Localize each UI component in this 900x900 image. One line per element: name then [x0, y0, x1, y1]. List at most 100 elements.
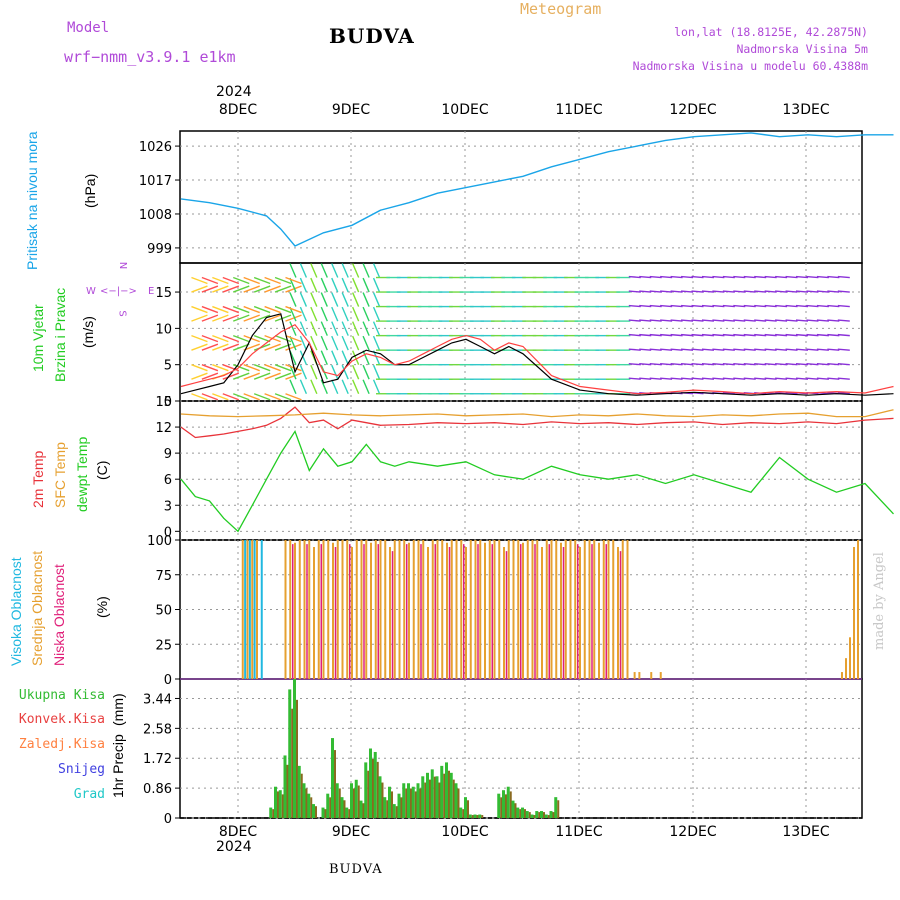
wind-arrow-8-154 — [253, 276, 271, 285]
wind-arrow-2-1078 — [680, 362, 694, 366]
precip-bar-4 — [288, 689, 292, 818]
wind-arrow-3-1276 — [775, 348, 788, 351]
wind-arrow-7-176 — [264, 285, 281, 293]
wind-ytick-1: 5 — [164, 359, 172, 374]
wind-arrow-4-198 — [274, 334, 292, 343]
precip-ytick-3: 2.58 — [143, 722, 172, 737]
wind-arrow-7-1232 — [754, 290, 767, 293]
wind-arrow-4-1078 — [680, 333, 694, 337]
wind-arrow-3-330 — [331, 335, 339, 351]
precip-bar-51 — [525, 811, 529, 818]
wind-arrow-0-286 — [310, 379, 318, 395]
wind-arrow-8-176 — [264, 276, 281, 285]
wind-arrow-6-1012 — [649, 304, 662, 308]
wind-arrow-8-990 — [639, 275, 652, 279]
precip-conv-bar-57 — [557, 800, 560, 818]
wind-arrow-2-418 — [372, 350, 381, 365]
wind-arrow-1-1034 — [660, 377, 673, 380]
wind-arrow-6-286 — [310, 292, 318, 307]
precip-conv-bar-47 — [509, 791, 512, 818]
wind-arrow-1-1188 — [733, 377, 746, 380]
wind-arrow-3-1408 — [837, 348, 850, 351]
wind-arrow-2-1034 — [660, 362, 673, 366]
wind-arrow-6-1078 — [680, 304, 694, 308]
precip-bar-31 — [421, 776, 425, 818]
wind-arrow-2-396 — [362, 350, 370, 365]
wind-arrow-5-1364 — [816, 319, 829, 322]
wind-arrow-8-330 — [331, 263, 339, 278]
wind-arrow-2-1188 — [733, 362, 746, 366]
cloud-ytick-3: 75 — [155, 569, 172, 584]
wind-arrow-0-22 — [191, 393, 208, 401]
wind-arrow-3-22 — [191, 343, 208, 351]
precip-conv-bar-51 — [528, 812, 531, 818]
wind-arrow-3-990 — [639, 348, 652, 351]
wind-arrow-1-1012 — [649, 377, 662, 380]
precip-bar-17 — [354, 779, 358, 818]
x-tick-top-1: 9DEC — [332, 102, 371, 118]
precip-bar-13 — [335, 783, 339, 818]
wind-arrow-6-1100 — [691, 304, 704, 308]
wind-arrow-8-418 — [372, 263, 381, 278]
x-tick-bottom-5: 13DEC — [782, 824, 829, 840]
wind-arrow-7-1034 — [660, 290, 673, 293]
x-tick-bottom-4: 12DEC — [669, 824, 716, 840]
precip-bar-0 — [269, 807, 273, 818]
wind-arrow-6-1056 — [670, 304, 683, 308]
wind-arrow-7-352 — [341, 277, 349, 293]
wind-arrow-6-374 — [352, 292, 360, 307]
wind-arrow-1-330 — [331, 364, 339, 380]
wind-arrow-7-286 — [310, 277, 318, 293]
wind-arrow-8-88 — [222, 276, 240, 285]
wind-ytick-2: 10 — [155, 322, 172, 337]
wind-arrow-4-330 — [331, 321, 339, 336]
wind-arrow-8-44 — [201, 276, 219, 285]
precip-bar-8 — [307, 793, 311, 818]
wind-arrow-2-154 — [253, 364, 271, 372]
wind-arrow-1-44 — [201, 372, 219, 380]
precip-ytick-0: 0 — [164, 812, 172, 827]
wind-arrow-6-418 — [372, 292, 381, 307]
wind-arrow-2-1342 — [806, 362, 819, 366]
precip-bar-25 — [392, 804, 396, 818]
wind-arrow-5-308 — [320, 306, 328, 322]
wind-arrow-8-242 — [289, 263, 297, 278]
wind-arrow-8-1386 — [827, 275, 840, 279]
wind-arrow-8-1408 — [837, 275, 850, 279]
wind-arrow-4-220 — [285, 334, 302, 343]
wind-arrow-6-1144 — [712, 304, 725, 308]
precip-bar-28 — [407, 783, 410, 818]
wind-arrow-7-1386 — [827, 290, 840, 293]
precip-conv-bar-29 — [414, 791, 417, 818]
wind-arrow-2-1408 — [837, 362, 850, 366]
wind-arrow-4-396 — [362, 321, 370, 336]
model-altitude-info: Nadmorska Visina u modelu 60.4388m — [632, 59, 868, 73]
wind-arrow-5-198 — [274, 314, 292, 322]
precip-bar-19 — [364, 762, 368, 818]
wind-arrow-8-968 — [628, 275, 641, 279]
wind-gust-line — [180, 323, 894, 395]
wind-arrow-6-66 — [212, 305, 229, 314]
wind-arrow-1-1254 — [764, 377, 777, 380]
wind-arrow-6-308 — [320, 292, 328, 307]
wind-arrow-2-1254 — [764, 362, 777, 366]
wind-arrow-5-352 — [341, 306, 349, 322]
wind-arrow-8-1298 — [785, 275, 798, 279]
precip-conv-bar-10 — [324, 809, 327, 818]
wind-arrow-3-110 — [233, 343, 250, 351]
wind-arrow-4-1232 — [754, 333, 767, 337]
wind-arrow-1-990 — [639, 377, 652, 380]
precip-conv-bar-55 — [547, 815, 550, 818]
wind-arrow-8-286 — [310, 263, 318, 278]
temp2m-line — [180, 406, 894, 439]
wind-arrow-0-1166 — [722, 392, 735, 395]
temp-ytick-1: 3 — [164, 499, 172, 514]
wind-arrow-2-264 — [299, 350, 308, 365]
precip-bar-30 — [416, 783, 420, 818]
wind-arrow-3-396 — [362, 335, 370, 351]
wind-arrow-7-198 — [274, 285, 292, 293]
wind-arrow-3-968 — [628, 348, 641, 351]
wind-arrow-3-1012 — [649, 348, 662, 351]
wind-arrow-4-1188 — [733, 333, 746, 337]
wind-arrow-6-264 — [299, 292, 308, 307]
